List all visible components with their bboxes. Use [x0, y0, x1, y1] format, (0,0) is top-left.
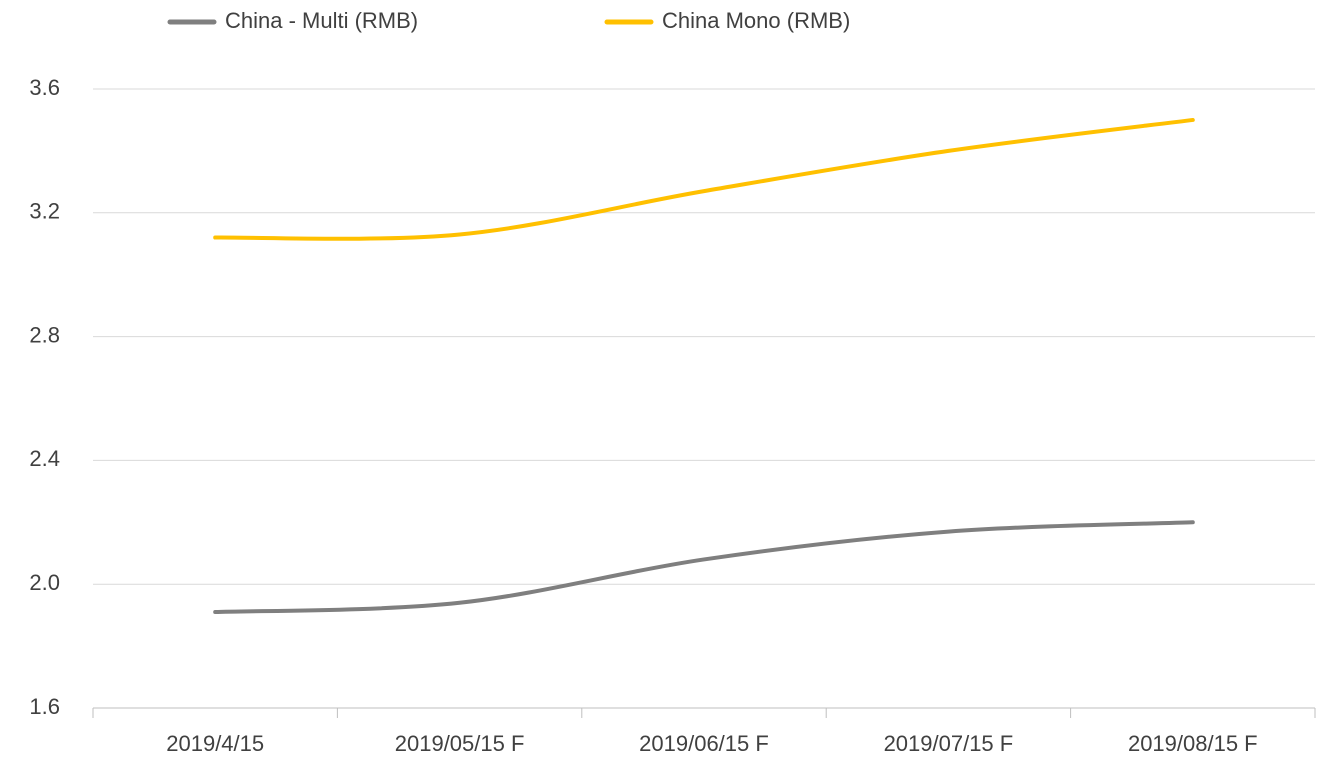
legend-label: China - Multi (RMB) — [225, 8, 418, 33]
y-tick-label: 3.6 — [29, 75, 60, 100]
x-tick-label: 2019/06/15 F — [639, 731, 769, 756]
x-tick-label: 2019/05/15 F — [395, 731, 525, 756]
y-tick-label: 2.8 — [29, 322, 60, 347]
x-tick-label: 2019/07/15 F — [884, 731, 1014, 756]
series-line — [213, 117, 1195, 241]
x-tick-label: 2019/08/15 F — [1128, 731, 1258, 756]
y-tick-label: 2.0 — [29, 570, 60, 595]
x-tick-label: 2019/4/15 — [166, 731, 264, 756]
y-tick-label: 1.6 — [29, 694, 60, 719]
y-tick-label: 2.4 — [29, 446, 60, 471]
legend-label: China Mono (RMB) — [662, 8, 850, 33]
y-tick-label: 3.2 — [29, 199, 60, 224]
series-line — [213, 520, 1195, 615]
